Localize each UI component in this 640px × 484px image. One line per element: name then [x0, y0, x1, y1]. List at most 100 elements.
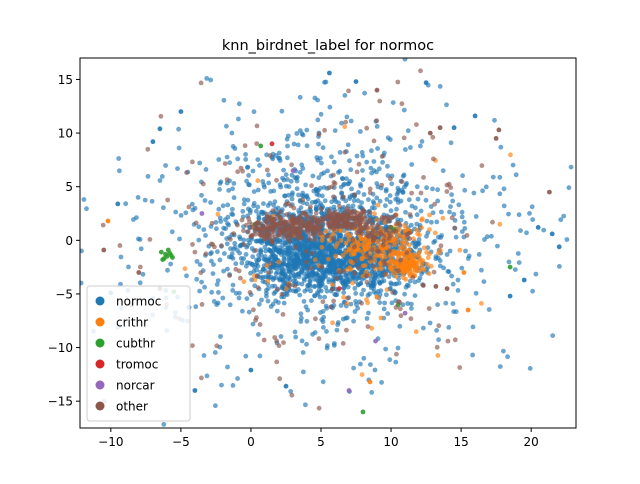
point-other	[393, 228, 399, 234]
point-normoc	[245, 197, 251, 203]
point-other	[364, 273, 369, 279]
point-normoc	[350, 276, 355, 282]
point-other	[261, 236, 267, 242]
point-other	[367, 210, 373, 215]
point-normoc	[530, 288, 535, 294]
point-normoc	[307, 278, 313, 284]
point-normoc	[418, 208, 424, 214]
legend-label-normoc: normoc	[116, 295, 161, 309]
point-normoc	[416, 237, 422, 242]
point-crithr	[344, 301, 350, 306]
y-tick-label: −10	[48, 341, 73, 355]
point-other	[277, 209, 283, 215]
point-normoc	[224, 123, 229, 129]
point-other	[100, 222, 106, 228]
point-normoc	[410, 240, 416, 246]
point-other	[358, 212, 364, 218]
point-normoc	[446, 325, 452, 330]
point-normoc	[277, 158, 283, 164]
point-normoc	[266, 247, 272, 253]
point-normoc	[303, 402, 308, 408]
point-other	[254, 225, 260, 231]
point-normoc	[275, 205, 281, 211]
point-normoc	[380, 159, 385, 165]
point-other	[427, 130, 433, 136]
point-normoc	[295, 255, 300, 261]
legend-marker-tromoc	[95, 359, 105, 369]
point-normoc	[320, 193, 325, 199]
point-normoc	[396, 280, 402, 286]
point-normoc	[247, 182, 252, 188]
point-crithr	[378, 266, 384, 272]
point-crithr	[356, 241, 362, 247]
point-normoc	[395, 345, 401, 351]
point-normoc	[273, 271, 279, 276]
point-normoc	[246, 237, 251, 243]
point-normoc	[470, 324, 476, 330]
point-normoc	[394, 192, 400, 198]
point-other	[449, 215, 455, 221]
point-normoc	[240, 308, 245, 314]
point-other	[283, 201, 289, 207]
point-other	[266, 270, 272, 275]
point-normoc	[549, 231, 555, 237]
point-normoc	[315, 157, 321, 163]
point-normoc	[371, 283, 377, 288]
point-normoc	[501, 203, 507, 209]
point-normoc	[277, 277, 282, 283]
point-normoc	[314, 191, 320, 197]
point-normoc	[472, 113, 478, 119]
point-normoc	[425, 245, 431, 251]
point-normoc	[541, 227, 547, 233]
point-crithr	[342, 124, 348, 130]
point-normoc	[318, 258, 324, 263]
point-normoc	[251, 109, 257, 115]
point-other	[457, 365, 463, 370]
point-normoc	[558, 217, 564, 223]
point-normoc	[389, 181, 395, 187]
point-normoc	[310, 173, 316, 179]
point-crithr	[348, 266, 354, 272]
point-normoc	[412, 293, 418, 298]
point-normoc	[157, 126, 163, 132]
point-normoc	[142, 197, 148, 203]
point-normoc	[157, 178, 163, 183]
point-tromoc	[336, 286, 342, 291]
point-crithr	[415, 231, 421, 237]
point-normoc	[304, 201, 310, 207]
y-axis: −15 −10 −5 0 5 10 15	[48, 73, 80, 409]
point-crithr	[417, 249, 422, 255]
point-other	[444, 286, 450, 291]
point-other	[407, 212, 413, 217]
point-other	[184, 170, 190, 176]
chart-title: knn_birdnet_label for normoc	[222, 38, 434, 54]
point-other	[258, 232, 264, 237]
point-cubthr	[160, 257, 166, 262]
point-normoc	[175, 166, 180, 172]
point-normoc	[284, 292, 290, 298]
point-crithr	[329, 282, 335, 287]
point-normoc	[216, 290, 221, 295]
point-normoc	[359, 200, 364, 206]
point-normoc	[299, 315, 304, 321]
point-normoc	[298, 256, 304, 262]
point-normoc	[318, 283, 324, 289]
point-cubthr	[258, 143, 264, 149]
point-normoc	[409, 306, 414, 311]
point-other	[399, 179, 405, 185]
point-other	[284, 223, 290, 229]
point-other	[313, 316, 318, 322]
x-tick-label: −5	[172, 435, 190, 449]
point-normoc	[203, 167, 209, 172]
point-cubthr	[168, 252, 174, 258]
point-crithr	[390, 261, 396, 267]
point-normoc	[298, 250, 303, 256]
point-normoc	[178, 213, 184, 218]
point-other	[341, 194, 346, 200]
point-normoc	[332, 128, 338, 134]
point-normoc	[337, 150, 343, 155]
point-normoc	[356, 282, 361, 288]
point-normoc	[331, 204, 337, 210]
point-normoc	[414, 212, 420, 218]
point-crithr	[419, 261, 425, 267]
